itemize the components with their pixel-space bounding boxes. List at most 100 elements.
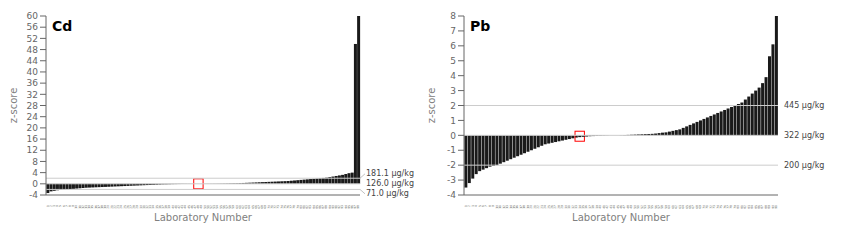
svg-text:43: 43 bbox=[180, 205, 185, 209]
svg-text:-2: -2 bbox=[447, 160, 456, 170]
html-text:Cd: Cd bbox=[52, 18, 73, 34]
svg-text:17: 17 bbox=[96, 205, 101, 209]
svg-text:53: 53 bbox=[212, 205, 217, 209]
svg-text:16: 16 bbox=[93, 205, 98, 209]
svg-text:21: 21 bbox=[109, 205, 114, 209]
svg-text:Laboratory Number: Laboratory Number bbox=[572, 212, 671, 223]
svg-text:45: 45 bbox=[186, 205, 191, 209]
svg-text:8: 8 bbox=[32, 157, 38, 167]
svg-text:22: 22 bbox=[112, 205, 117, 209]
svg-text:-4: -4 bbox=[447, 190, 456, 200]
svg-text:59: 59 bbox=[231, 205, 236, 209]
svg-text:25: 25 bbox=[122, 205, 127, 209]
svg-text:200 μg/kg: 200 μg/kg bbox=[784, 161, 824, 170]
svg-text:60: 60 bbox=[27, 11, 39, 21]
svg-text:24: 24 bbox=[119, 205, 124, 209]
svg-text:91: 91 bbox=[774, 205, 778, 209]
svg-text:44: 44 bbox=[183, 205, 188, 209]
svg-text:28: 28 bbox=[27, 101, 39, 111]
svg-text:48: 48 bbox=[196, 205, 201, 209]
svg-text:46: 46 bbox=[189, 205, 194, 209]
svg-text:34: 34 bbox=[151, 205, 156, 209]
svg-text:23: 23 bbox=[116, 205, 121, 209]
svg-text:8: 8 bbox=[450, 11, 456, 21]
svg-text:60: 60 bbox=[234, 205, 239, 209]
svg-text:41: 41 bbox=[173, 205, 178, 209]
html-text:Pb: Pb bbox=[470, 18, 491, 34]
svg-text:29: 29 bbox=[135, 205, 140, 209]
svg-text:44: 44 bbox=[27, 56, 39, 66]
svg-text:5: 5 bbox=[450, 56, 456, 66]
svg-text:63: 63 bbox=[244, 205, 249, 209]
svg-text:20: 20 bbox=[27, 123, 39, 133]
svg-text:40: 40 bbox=[27, 67, 39, 77]
svg-text:445 μg/kg: 445 μg/kg bbox=[784, 101, 824, 110]
svg-text:30: 30 bbox=[138, 205, 143, 209]
svg-text:58: 58 bbox=[228, 205, 233, 209]
svg-text:181.1 μg/kg: 181.1 μg/kg bbox=[366, 169, 414, 178]
svg-text:71.0 μg/kg: 71.0 μg/kg bbox=[366, 189, 409, 198]
svg-text:3: 3 bbox=[450, 86, 456, 96]
svg-text:14: 14 bbox=[87, 205, 92, 209]
svg-text:27: 27 bbox=[128, 205, 133, 209]
svg-text:4: 4 bbox=[32, 168, 38, 178]
svg-text:98: 98 bbox=[356, 205, 360, 209]
svg-text:39: 39 bbox=[167, 205, 172, 209]
svg-text:56: 56 bbox=[221, 205, 226, 209]
svg-text:20: 20 bbox=[106, 205, 111, 209]
svg-text:42: 42 bbox=[177, 205, 181, 209]
svg-text:0: 0 bbox=[32, 179, 38, 189]
svg-text:15: 15 bbox=[90, 205, 95, 209]
svg-text:18: 18 bbox=[100, 205, 105, 209]
svg-text:48: 48 bbox=[27, 45, 39, 55]
svg-text:1: 1 bbox=[450, 116, 456, 126]
svg-text:13: 13 bbox=[84, 205, 89, 209]
svg-text:40: 40 bbox=[170, 205, 175, 209]
svg-text:24: 24 bbox=[27, 112, 39, 122]
svg-text:35: 35 bbox=[154, 205, 159, 209]
svg-text:12: 12 bbox=[27, 145, 38, 155]
svg-text:Laboratory Number: Laboratory Number bbox=[154, 212, 253, 223]
svg-text:16: 16 bbox=[27, 134, 39, 144]
svg-text:54: 54 bbox=[215, 205, 220, 209]
svg-text:-3: -3 bbox=[447, 175, 456, 185]
svg-text:12: 12 bbox=[80, 205, 85, 209]
svg-text:36: 36 bbox=[157, 205, 162, 209]
svg-text:-4: -4 bbox=[29, 190, 38, 200]
svg-text:55: 55 bbox=[218, 205, 223, 209]
svg-text:36: 36 bbox=[27, 78, 39, 88]
svg-text:11: 11 bbox=[77, 205, 82, 209]
svg-text:32: 32 bbox=[144, 205, 149, 209]
svg-text:38: 38 bbox=[164, 205, 169, 209]
svg-text:47: 47 bbox=[193, 205, 197, 209]
svg-text:10: 10 bbox=[74, 205, 79, 209]
svg-text:322 μg/kg: 322 μg/kg bbox=[784, 131, 824, 140]
svg-text:50: 50 bbox=[202, 205, 207, 209]
svg-text:2: 2 bbox=[450, 101, 456, 111]
svg-text:32: 32 bbox=[27, 90, 38, 100]
svg-text:126.0 μg/kg: 126.0 μg/kg bbox=[366, 179, 414, 188]
svg-text:-1: -1 bbox=[447, 145, 456, 155]
svg-text:4: 4 bbox=[450, 71, 456, 81]
svg-text:7: 7 bbox=[450, 26, 456, 36]
svg-text:51: 51 bbox=[205, 205, 210, 209]
svg-text:62: 62 bbox=[241, 205, 246, 209]
svg-text:64: 64 bbox=[247, 205, 252, 209]
svg-text:49: 49 bbox=[199, 205, 204, 209]
svg-text:61: 61 bbox=[237, 205, 242, 209]
svg-text:19: 19 bbox=[103, 205, 108, 209]
svg-text:52: 52 bbox=[209, 205, 213, 209]
svg-text:z-score: z-score bbox=[8, 88, 19, 124]
svg-text:65: 65 bbox=[250, 205, 255, 209]
svg-text:52: 52 bbox=[27, 34, 38, 44]
svg-text:31: 31 bbox=[141, 205, 146, 209]
svg-text:57: 57 bbox=[225, 205, 229, 209]
svg-text:26: 26 bbox=[125, 205, 130, 209]
svg-text:33: 33 bbox=[148, 205, 153, 209]
svg-text:37: 37 bbox=[160, 205, 165, 209]
svg-text:28: 28 bbox=[132, 205, 137, 209]
svg-text:0: 0 bbox=[450, 131, 456, 141]
svg-text:56: 56 bbox=[27, 22, 39, 32]
svg-text:z-score: z-score bbox=[426, 88, 437, 124]
svg-text:6: 6 bbox=[450, 41, 456, 51]
